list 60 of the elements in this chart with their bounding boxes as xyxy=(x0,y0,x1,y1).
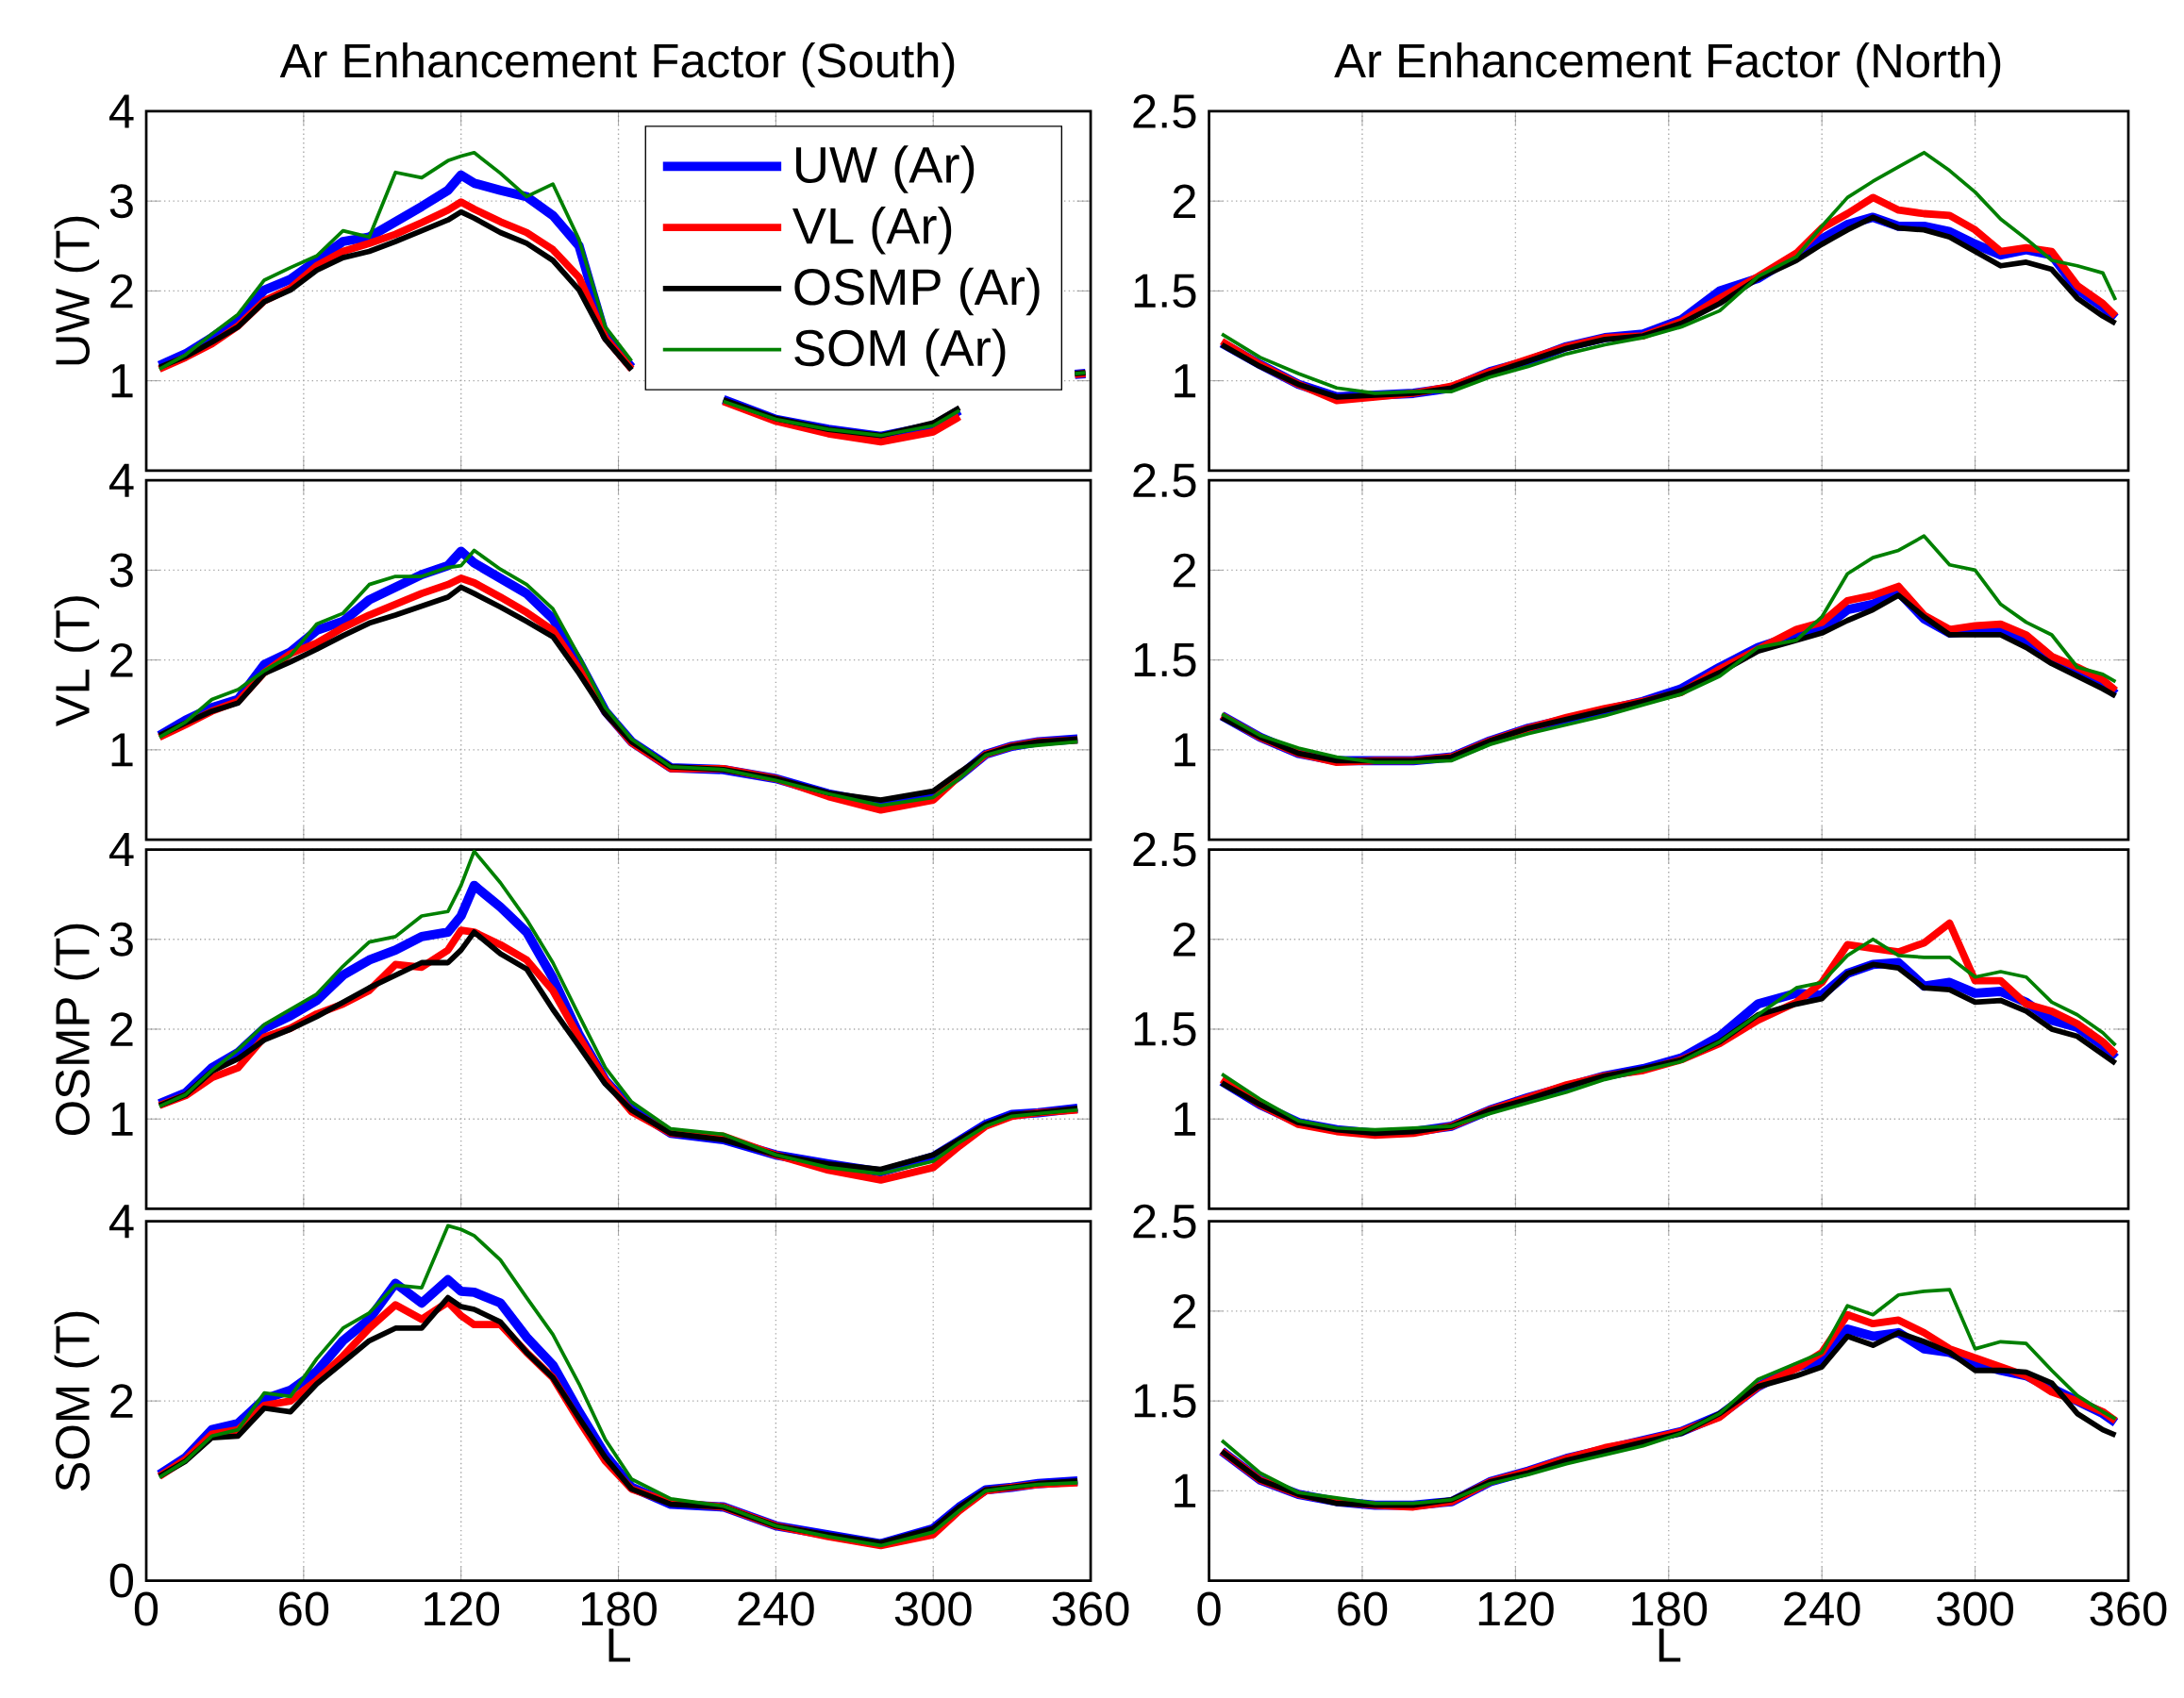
x-tick-label: 240 xyxy=(738,1591,814,1626)
legend-label: SOM (Ar) xyxy=(794,328,1006,377)
x-tick-label: 120 xyxy=(1478,1591,1554,1626)
y-tick-label: 1 xyxy=(1175,733,1196,767)
y-tick-label: 2 xyxy=(1173,553,1196,588)
legend-label: VL (Ar) xyxy=(792,207,952,255)
y-tick-label: 0 xyxy=(109,1563,134,1598)
y-tick-label: 3 xyxy=(109,184,133,219)
y-tick-label: 4 xyxy=(108,833,134,867)
x-axis-title: L xyxy=(1659,1628,1681,1662)
y-tick-label: 2.5 xyxy=(1133,1204,1196,1239)
line-series xyxy=(1220,151,2118,396)
x-tick-label: 240 xyxy=(1784,1591,1860,1626)
y-tick-label: 2 xyxy=(110,643,133,677)
y-tick-label: 1 xyxy=(111,1102,133,1136)
y-tick-label: 2 xyxy=(110,274,133,308)
y-axis-title: UW (T) xyxy=(54,216,100,365)
y-axis-title: VL (T) xyxy=(54,596,100,727)
x-tick-label: 120 xyxy=(425,1591,500,1626)
y-tick-label: 2.5 xyxy=(1133,832,1196,867)
y-tick-label: 2 xyxy=(110,1012,133,1046)
x-tick-label: 0 xyxy=(1197,1591,1221,1626)
y-axis-title: SOM (T) xyxy=(54,1312,100,1491)
y-tick-label: 4 xyxy=(108,1205,134,1239)
y-tick-label: 1 xyxy=(1175,364,1196,398)
legend-label: UW (Ar) xyxy=(796,145,975,193)
legend-label: OSMP (Ar) xyxy=(794,267,1040,316)
x-tick-label: 360 xyxy=(1052,1591,1129,1626)
y-tick-label: 1.5 xyxy=(1134,1012,1196,1046)
x-tick-label: 60 xyxy=(1338,1591,1388,1626)
x-tick-label: 60 xyxy=(279,1591,329,1626)
x-tick-label: 180 xyxy=(582,1591,657,1626)
y-tick-label: 1.5 xyxy=(1134,1384,1196,1419)
y-tick-label: 2 xyxy=(1173,923,1196,957)
line-series xyxy=(1220,534,2118,765)
y-tick-label: 1 xyxy=(1175,1102,1196,1136)
x-axis-title: L xyxy=(609,1628,630,1662)
y-tick-label: 3 xyxy=(109,922,133,957)
x-tick-label: 300 xyxy=(894,1591,972,1626)
y-tick-label: 2 xyxy=(110,1384,133,1419)
x-tick-label: 0 xyxy=(134,1591,158,1626)
y-tick-label: 3 xyxy=(109,553,133,588)
y-tick-label: 1 xyxy=(1175,1474,1196,1508)
y-tick-label: 2.5 xyxy=(1133,94,1196,129)
y-tick-label: 1 xyxy=(111,733,133,767)
y-tick-label: 2 xyxy=(1173,1294,1196,1328)
x-tick-label: 300 xyxy=(1937,1591,2013,1626)
y-tick-label: 4 xyxy=(108,463,134,497)
y-axis-title: OSMP (T) xyxy=(54,924,100,1136)
y-tick-label: 2.5 xyxy=(1133,463,1196,498)
y-tick-label: 2 xyxy=(1173,184,1196,219)
x-tick-label: 180 xyxy=(1632,1591,1708,1626)
y-tick-label: 4 xyxy=(108,94,134,128)
x-tick-label: 360 xyxy=(2090,1591,2167,1626)
y-tick-label: 1.5 xyxy=(1134,643,1196,677)
y-tick-label: 1.5 xyxy=(1134,274,1196,308)
y-tick-label: 1 xyxy=(111,364,133,398)
chart-title: Ar Enhancement Factor (North) xyxy=(1334,42,2001,88)
chart-title: Ar Enhancement Factor (South) xyxy=(279,42,955,88)
line-series xyxy=(158,1224,1080,1548)
